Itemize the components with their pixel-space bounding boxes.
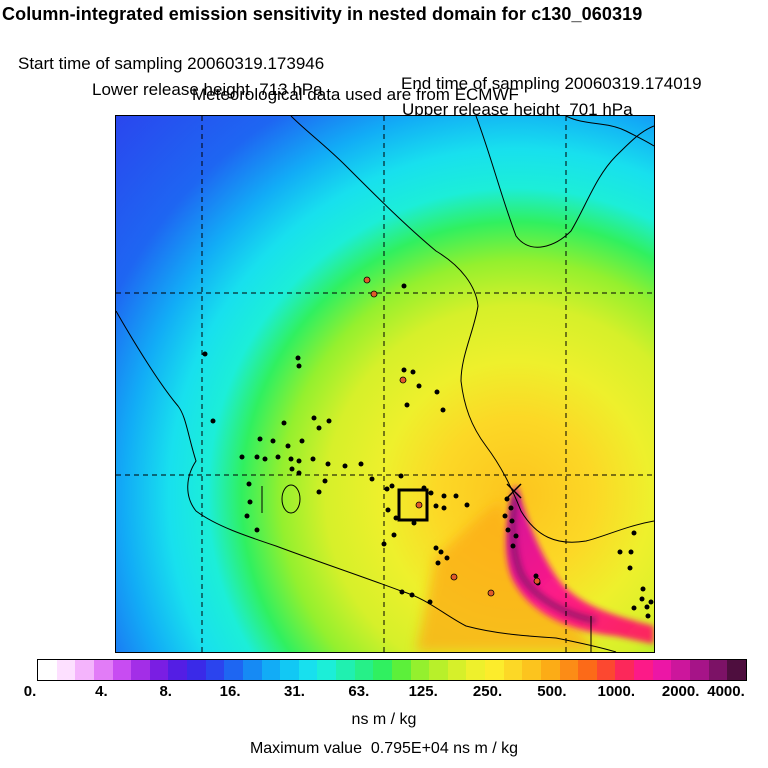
colorbar-segment — [522, 660, 541, 680]
station-dots — [202, 283, 654, 619]
colorbar-segment — [112, 660, 132, 680]
colorbar-tick-label: 1000. — [597, 683, 636, 700]
colorbar-tick-label: 0. — [23, 683, 37, 700]
release-point-x-marker — [506, 483, 522, 499]
colorbar-segment — [373, 660, 392, 680]
colorbar — [37, 659, 747, 681]
colorbar-segment — [559, 660, 579, 680]
sensitivity-map — [115, 115, 655, 653]
coastlines — [116, 116, 654, 652]
map-svg — [116, 116, 654, 652]
colorbar-segment — [38, 660, 57, 680]
upper-release-height: Upper release height 701 hPa — [402, 100, 633, 119]
colorbar-tick-label: 63. — [348, 683, 370, 700]
end-time: End time of sampling 20060319.174019 — [401, 74, 702, 93]
colorbar-segment — [168, 660, 187, 680]
colorbar-tick-label: 31. — [284, 683, 305, 700]
colorbar-segment — [224, 660, 243, 680]
maximum-value: Maximum value 0.795E+04 ns m / kg — [249, 740, 519, 757]
colorbar-segment — [317, 660, 336, 680]
colorbar-segment — [634, 660, 653, 680]
met-data-source: Meteorological data used are from ECMWF — [192, 85, 519, 104]
release-heights: Lower release height 713 hPa Upper relea… — [92, 60, 768, 120]
colorbar-segment — [336, 660, 355, 680]
colorbar-units: ns m / kg — [351, 711, 417, 728]
colorbar-segment — [149, 660, 169, 680]
colorbar-tick-label: 125. — [408, 683, 438, 700]
colorbar-tick-label: 500. — [537, 683, 567, 700]
ellipse-region — [281, 484, 301, 514]
colorbar-tick-label: 16. — [219, 683, 241, 700]
colorbar-segment — [410, 660, 430, 680]
colorbar-tick-label: 250. — [472, 683, 503, 700]
colorbar-segment — [466, 660, 485, 680]
colorbar-segment — [727, 660, 746, 680]
colorbar-segment — [596, 660, 616, 680]
colorbar-segment — [205, 660, 225, 680]
colorbar-segment — [708, 660, 728, 680]
sensitivity-field — [116, 116, 654, 652]
colorbar-segment — [447, 660, 467, 680]
colorbar-segment — [429, 660, 448, 680]
colorbar-segment — [503, 660, 523, 680]
colorbar-segment — [689, 660, 709, 680]
emission-plume — [505, 486, 654, 644]
colorbar-segment — [242, 660, 262, 680]
colorbar-segment — [391, 660, 411, 680]
release-box — [397, 488, 429, 522]
colorbar-segment — [578, 660, 597, 680]
colorbar-segment — [75, 660, 94, 680]
colorbar-tick-label: 8. — [159, 683, 172, 700]
start-time: Start time of sampling 20060319.173946 — [18, 54, 325, 73]
colorbar-segment — [671, 660, 690, 680]
colorbar-segment — [187, 660, 206, 680]
colorbar-segment — [280, 660, 299, 680]
colorbar-segment — [56, 660, 76, 680]
colorbar-segment — [485, 660, 504, 680]
colorbar-segment — [354, 660, 374, 680]
figure-title: Column-integrated emission sensitivity i… — [2, 4, 643, 24]
lower-release-height: Lower release height 713 hPa — [92, 80, 323, 99]
colorbar-segment — [652, 660, 672, 680]
colorbar-segment — [615, 660, 634, 680]
highlight-stations — [363, 276, 541, 597]
colorbar-segment — [261, 660, 281, 680]
colorbar-tick-label: 4000. — [707, 683, 745, 700]
colorbar-segment — [298, 660, 318, 680]
colorbar-tick-label: 2000. — [661, 683, 700, 700]
colorbar-segment — [131, 660, 150, 680]
colorbar-segment — [93, 660, 113, 680]
sampling-times: Start time of sampling 20060319.173946 E… — [18, 34, 768, 94]
colorbar-segment — [540, 660, 560, 680]
colorbar-tick-label: 4. — [95, 683, 108, 700]
